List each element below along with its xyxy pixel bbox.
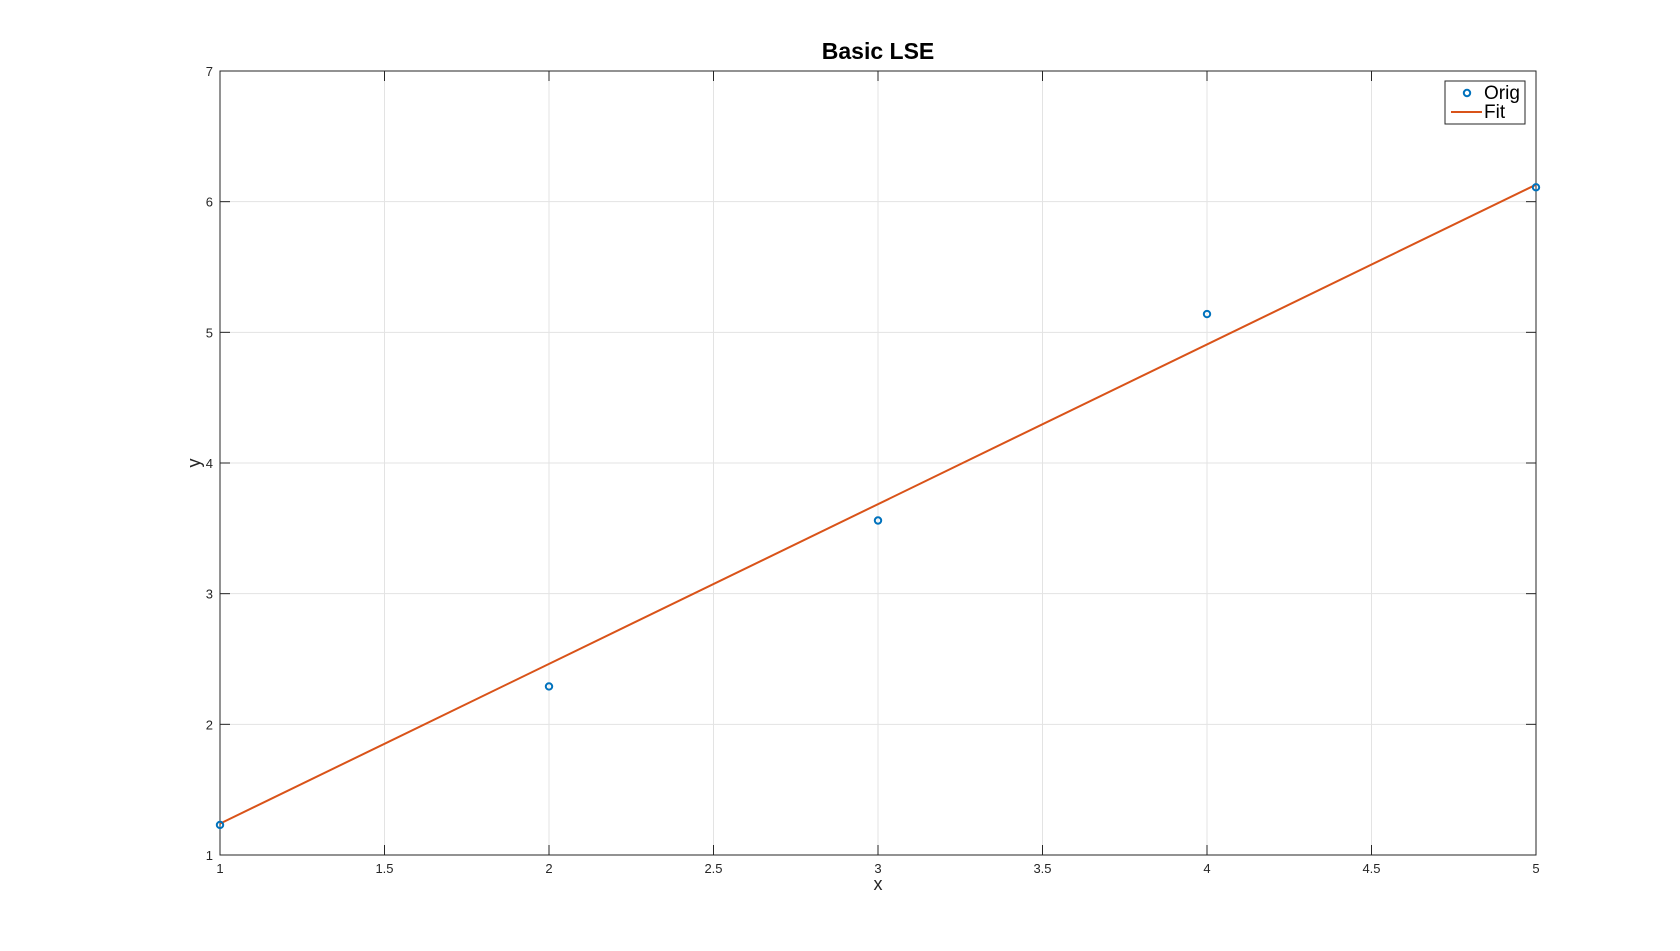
data-point	[873, 516, 883, 525]
legend-label-orig: Orig	[1484, 83, 1520, 104]
y-tick-label: 4	[206, 456, 213, 471]
x-tick-labels: 1 1.5 2 2.5 3 3.5 4 4.5 5	[216, 861, 1539, 876]
y-tick-label: 6	[206, 195, 213, 210]
x-tick-label: 1.5	[375, 861, 393, 876]
data-point	[544, 682, 554, 691]
x-tick-label: 3	[874, 861, 881, 876]
legend: Orig Fit	[1444, 80, 1526, 125]
x-tick-label: 1	[216, 861, 223, 876]
legend-label-fit: Fit	[1484, 102, 1506, 123]
fit-line	[219, 183, 1537, 825]
legend-box	[1444, 80, 1526, 125]
y-tick-label: 2	[206, 717, 213, 732]
tick-marks	[219, 70, 1537, 856]
y-tick-label: 7	[206, 64, 213, 79]
grid-lines	[219, 70, 1537, 856]
data-point	[1531, 183, 1541, 192]
y-tick-label: 5	[206, 325, 213, 340]
data-point	[1202, 309, 1212, 319]
x-tick-label: 5	[1532, 861, 1539, 876]
x-tick-label: 4	[1203, 861, 1210, 876]
y-tick-labels: 1 2 3 4 5 6 7	[206, 64, 213, 863]
x-axis-label: x	[874, 874, 883, 894]
x-tick-label: 2.5	[704, 861, 722, 876]
x-tick-label: 4.5	[1362, 861, 1380, 876]
data-point	[215, 820, 225, 830]
x-tick-label: 2	[545, 861, 552, 876]
y-axis-label: y	[184, 459, 204, 468]
chart-title: Basic LSE	[822, 38, 935, 64]
y-tick-label: 1	[206, 848, 213, 863]
legend-marker-orig	[1462, 88, 1472, 98]
y-tick-label: 3	[206, 587, 213, 602]
x-tick-label: 3.5	[1033, 861, 1051, 876]
series-layer	[215, 183, 1541, 830]
